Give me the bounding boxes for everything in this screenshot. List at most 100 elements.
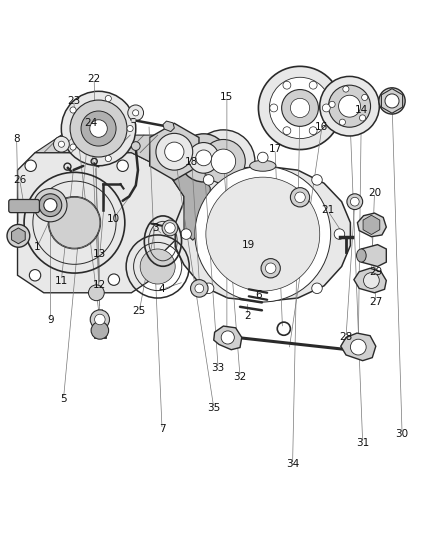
Circle shape (339, 119, 346, 125)
Circle shape (364, 273, 379, 288)
Circle shape (201, 140, 245, 183)
Text: 4: 4 (159, 284, 166, 294)
Text: 9: 9 (47, 315, 54, 325)
Circle shape (90, 120, 107, 138)
Circle shape (270, 104, 278, 112)
Circle shape (334, 229, 345, 239)
Circle shape (350, 339, 366, 355)
Text: 23: 23 (67, 96, 80, 106)
Circle shape (108, 274, 120, 285)
Circle shape (203, 175, 214, 185)
Circle shape (90, 310, 110, 329)
Text: 13: 13 (93, 249, 106, 259)
Text: 24: 24 (85, 118, 98, 128)
Polygon shape (175, 166, 350, 302)
Circle shape (70, 107, 76, 113)
Circle shape (39, 194, 62, 216)
Circle shape (290, 98, 310, 118)
Circle shape (261, 259, 280, 278)
Polygon shape (354, 268, 386, 293)
Text: 10: 10 (106, 214, 120, 224)
Circle shape (156, 133, 193, 170)
Ellipse shape (357, 249, 366, 262)
Text: 35: 35 (207, 402, 220, 413)
Circle shape (44, 199, 57, 212)
Polygon shape (214, 326, 242, 350)
Polygon shape (18, 152, 184, 293)
Circle shape (34, 189, 67, 222)
Circle shape (53, 136, 69, 152)
Text: 14: 14 (355, 104, 368, 115)
Circle shape (105, 156, 111, 161)
Circle shape (162, 220, 178, 236)
Circle shape (25, 160, 36, 172)
Circle shape (191, 280, 208, 297)
Text: 6: 6 (255, 290, 262, 300)
Circle shape (295, 192, 305, 203)
Circle shape (283, 81, 291, 89)
Circle shape (88, 285, 104, 301)
Circle shape (221, 331, 234, 344)
Circle shape (61, 91, 136, 166)
Circle shape (91, 322, 109, 339)
Text: 11: 11 (55, 276, 68, 286)
Text: 34: 34 (286, 459, 299, 470)
Circle shape (258, 66, 342, 150)
Circle shape (290, 188, 310, 207)
Circle shape (131, 142, 140, 150)
Polygon shape (363, 215, 380, 235)
Circle shape (206, 177, 320, 291)
Circle shape (312, 175, 322, 185)
Circle shape (320, 76, 379, 136)
Circle shape (350, 197, 359, 206)
Circle shape (283, 127, 291, 135)
Text: 3: 3 (152, 223, 159, 233)
Polygon shape (163, 121, 174, 132)
FancyBboxPatch shape (9, 199, 39, 213)
Text: 1: 1 (34, 242, 41, 252)
Circle shape (282, 90, 318, 126)
Circle shape (49, 197, 100, 248)
Circle shape (362, 94, 368, 101)
Circle shape (309, 127, 317, 135)
Circle shape (165, 142, 184, 161)
Circle shape (128, 105, 144, 120)
Polygon shape (341, 333, 376, 361)
Circle shape (360, 115, 366, 121)
Circle shape (105, 95, 111, 102)
Polygon shape (361, 245, 386, 266)
Circle shape (211, 149, 236, 174)
Circle shape (127, 125, 133, 132)
Circle shape (188, 142, 219, 173)
Text: 32: 32 (233, 372, 247, 382)
Circle shape (192, 130, 255, 193)
Text: 30: 30 (396, 429, 409, 439)
Text: 8: 8 (13, 134, 20, 144)
Circle shape (329, 101, 335, 108)
Circle shape (347, 194, 363, 209)
Circle shape (312, 283, 322, 294)
Ellipse shape (250, 160, 276, 171)
Circle shape (95, 314, 105, 325)
Circle shape (203, 283, 214, 294)
Text: 20: 20 (368, 188, 381, 198)
Polygon shape (11, 228, 25, 244)
Text: 31: 31 (356, 438, 369, 448)
Circle shape (195, 166, 331, 302)
Circle shape (117, 160, 128, 172)
Circle shape (195, 284, 204, 293)
Text: 21: 21 (321, 205, 334, 215)
Circle shape (385, 94, 399, 108)
Circle shape (265, 263, 276, 273)
Circle shape (196, 150, 212, 166)
Text: 27: 27 (369, 297, 382, 308)
Text: 18: 18 (185, 157, 198, 167)
Polygon shape (357, 213, 386, 237)
Text: 17: 17 (268, 144, 282, 154)
Circle shape (29, 270, 41, 281)
Circle shape (328, 85, 371, 127)
Polygon shape (35, 135, 193, 170)
Circle shape (58, 141, 64, 147)
Circle shape (70, 144, 76, 150)
Text: 33: 33 (212, 363, 225, 373)
